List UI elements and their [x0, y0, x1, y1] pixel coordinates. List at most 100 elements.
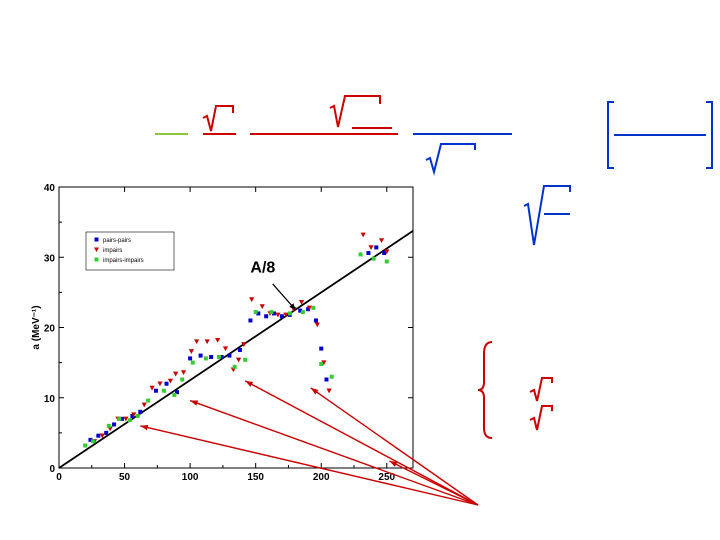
data-point-impairs-impairs: [243, 357, 248, 362]
red-pointer-arrowhead: [389, 460, 398, 467]
data-point-impairs: [123, 416, 129, 422]
data-point-impairs: [321, 360, 327, 366]
legend-entry-label: impairs-impairs: [103, 258, 144, 264]
data-point-impairs: [215, 337, 221, 343]
data-point-pairs-pairs: [130, 414, 135, 419]
data-point-impairs-impairs: [203, 356, 208, 361]
data-point-pairs-pairs: [374, 245, 379, 250]
data-point-impairs: [99, 433, 105, 439]
data-point-impairs-impairs: [146, 398, 151, 403]
blue-bracket-box: [607, 101, 713, 169]
data-point-impairs-impairs: [83, 443, 88, 448]
data-point-impairs-impairs: [311, 305, 316, 310]
reference-line-a-over-8: [58, 230, 414, 469]
data-point-impairs: [259, 304, 265, 310]
data-point-pairs-pairs: [219, 355, 224, 360]
data-point-impairs: [368, 245, 374, 251]
data-point-impairs-impairs: [106, 423, 111, 428]
data-point-pairs-pairs: [209, 355, 214, 360]
data-point-impairs-impairs: [127, 418, 132, 423]
data-point-pairs-pairs: [366, 251, 371, 256]
data-point-pairs-pairs: [198, 353, 203, 358]
red-pointer-arrow: [310, 387, 479, 506]
data-point-impairs: [194, 339, 200, 345]
red-sqrt-symbol-2: [250, 95, 398, 135]
data-point-impairs-impairs: [180, 377, 185, 382]
data-point-impairs-impairs: [329, 374, 334, 379]
data-point-impairs-impairs: [117, 416, 122, 421]
red-pointer-arrowhead: [310, 387, 319, 395]
data-point-pairs-pairs: [154, 388, 159, 393]
data-point-pairs-pairs: [88, 437, 93, 442]
red-brace-sqrt-group: [477, 341, 553, 439]
annotation-arrow: [272, 283, 294, 308]
data-point-impairs-impairs: [300, 310, 305, 315]
annotation-arrowhead: [289, 303, 296, 310]
data-point-impairs: [141, 402, 147, 408]
red-pointer-arrowhead: [245, 380, 254, 387]
data-point-pairs-pairs: [272, 311, 277, 316]
y-tick-label: 0: [49, 464, 55, 475]
data-point-impairs: [188, 349, 195, 354]
data-point-impairs: [241, 342, 247, 347]
legend: pairs-pairs impairs impairs-impairs: [85, 231, 175, 271]
annotation-a-over-8: A/8: [250, 260, 275, 277]
y-tick-label: 40: [44, 183, 56, 194]
blue-sqrt-symbol: [523, 185, 571, 246]
legend-marker: [94, 257, 99, 262]
data-point-impairs-impairs: [371, 256, 376, 261]
chart-svg: 0 50 100 150 200 250 0 10 20 30 40 a (MeV⁻¹) pairs…: [31, 183, 414, 483]
y-tick-label: 10: [44, 394, 56, 405]
data-point-impairs: [384, 249, 390, 255]
data-point-impairs: [275, 312, 281, 318]
data-point-impairs: [306, 305, 313, 311]
data-point-pairs-pairs: [298, 308, 303, 313]
data-point-impairs: [204, 339, 210, 345]
data-point-impairs: [314, 322, 320, 328]
data-point-impairs-impairs: [287, 311, 292, 316]
data-point-pairs-pairs: [112, 422, 117, 427]
data-point-impairs-impairs: [384, 259, 389, 264]
y-tick-label: 20: [44, 324, 56, 335]
data-point-impairs-impairs: [253, 310, 258, 315]
data-point-impairs: [283, 312, 289, 318]
data-point-impairs: [326, 388, 332, 394]
data-point-impairs-impairs: [319, 362, 324, 367]
red-pointer-arrow: [244, 380, 479, 506]
x-tick-label: 100: [182, 472, 199, 483]
legend-marker: [94, 237, 99, 242]
data-point-impairs-impairs: [269, 310, 274, 315]
data-point-pairs-pairs: [164, 381, 169, 386]
data-point-impairs: [173, 371, 179, 377]
data-point-impairs: [180, 370, 187, 376]
data-point-pairs-pairs: [256, 311, 261, 316]
data-point-impairs-impairs: [161, 388, 166, 393]
red-pointer-arrow: [189, 399, 479, 506]
x-tick-label: 0: [56, 472, 62, 483]
legend-entry-label: pairs-pairs: [103, 238, 131, 244]
data-point-impairs: [157, 381, 163, 387]
data-point-pairs-pairs: [248, 318, 253, 323]
y-axis-label: a (MeV⁻¹): [31, 305, 42, 349]
data-point-impairs-impairs: [91, 439, 96, 444]
data-point-impairs-impairs: [358, 252, 363, 257]
axis-ticks: 0 50 100 150 200 250 0 10 20 30 40: [44, 183, 413, 483]
legend-marker: [94, 247, 99, 252]
legend-entry-label: impairs: [103, 248, 122, 254]
data-point-impairs-impairs: [190, 360, 195, 365]
data-point-impairs: [131, 412, 137, 418]
red-sqrt-symbol-1: [202, 105, 236, 135]
data-point-impairs: [149, 385, 155, 391]
data-point-impairs: [378, 238, 385, 243]
data-point-impairs-impairs: [135, 414, 140, 419]
data-point-pairs-pairs: [382, 251, 387, 256]
data-point-pairs-pairs: [237, 347, 242, 352]
data-point-impairs-impairs: [172, 392, 177, 397]
data-point-pairs-pairs: [227, 353, 232, 358]
data-point-pairs-pairs: [119, 416, 124, 421]
data-point-pairs-pairs: [324, 377, 329, 382]
data-point-impairs: [236, 357, 242, 363]
data-point-impairs-impairs: [232, 364, 237, 369]
data-point-pairs-pairs: [104, 430, 109, 435]
data-point-pairs-pairs: [306, 307, 311, 312]
